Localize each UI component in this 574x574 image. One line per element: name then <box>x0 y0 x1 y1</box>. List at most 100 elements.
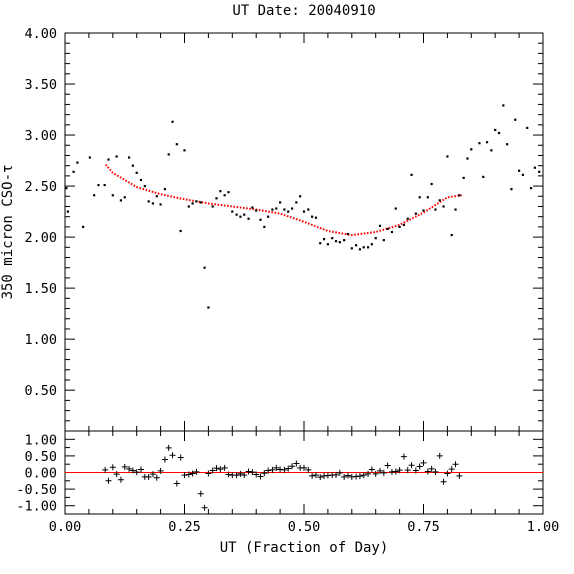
data-point <box>123 196 126 199</box>
residual-point <box>368 466 375 473</box>
residual-point <box>420 459 427 466</box>
residual-point <box>365 470 372 477</box>
data-point <box>203 266 206 269</box>
data-point <box>514 118 517 121</box>
data-point <box>267 215 270 218</box>
x-axis-label: UT (Fraction of Day) <box>220 540 389 556</box>
residual-point <box>392 468 399 475</box>
residual-point <box>312 472 319 479</box>
data-point <box>263 225 266 228</box>
data-point <box>302 210 306 213</box>
data-point <box>235 213 238 216</box>
data-point <box>346 232 350 236</box>
data-point <box>510 188 513 191</box>
residual-point <box>209 467 216 474</box>
data-point <box>243 213 246 216</box>
residual-y-tick-label: -0.50 <box>16 482 57 498</box>
data-point <box>97 183 100 187</box>
data-point <box>350 247 353 250</box>
residual-point <box>153 474 160 481</box>
x-tick-label: 1.00 <box>527 519 560 535</box>
residual-point <box>181 472 188 479</box>
data-point <box>386 227 389 231</box>
residual-point <box>197 490 204 497</box>
data-point <box>314 216 318 219</box>
data-point <box>163 188 167 191</box>
residual-point <box>189 470 196 477</box>
main-y-tick-label: 4.00 <box>24 26 57 42</box>
data-point <box>490 149 493 152</box>
residual-point <box>456 472 463 479</box>
residual-point <box>444 470 451 477</box>
data-point <box>430 182 433 186</box>
residual-point <box>317 474 324 481</box>
residual-point <box>404 467 411 474</box>
data-point <box>227 191 230 194</box>
residual-point <box>396 467 403 474</box>
residual-point <box>237 470 244 477</box>
residual-point <box>249 469 256 476</box>
data-point <box>191 202 194 205</box>
data-point <box>390 230 394 234</box>
main-y-tick-label: 0.50 <box>24 383 57 399</box>
main-ticks <box>65 32 543 432</box>
residual-point <box>384 462 391 469</box>
data-point <box>131 164 134 167</box>
x-tick-label: 0.00 <box>49 519 82 535</box>
data-point <box>111 194 114 197</box>
residual-point <box>217 466 224 473</box>
data-point <box>485 141 489 144</box>
residual-point <box>129 467 136 474</box>
residual-point <box>269 466 276 473</box>
fit-curve <box>104 163 462 237</box>
data-point <box>538 170 541 173</box>
residual-point <box>201 504 208 511</box>
data-point <box>343 239 346 242</box>
data-point <box>334 240 338 243</box>
residual-point <box>253 471 260 478</box>
residual-point <box>145 473 152 480</box>
residual-point <box>157 467 164 474</box>
data-point <box>275 207 278 210</box>
data-point <box>183 149 186 152</box>
residual-point <box>309 472 316 479</box>
data-point <box>290 207 294 210</box>
data-point <box>107 158 110 161</box>
residual-point <box>412 467 419 474</box>
residual-panel: 1.000.500.00-0.50-1.00 <box>16 430 544 515</box>
residual-point <box>102 466 109 473</box>
residual-point <box>265 467 272 474</box>
main-frame <box>64 32 544 432</box>
data-point <box>223 194 226 197</box>
data-point <box>175 143 178 146</box>
data-point <box>422 209 425 212</box>
x-tick-label: 0.25 <box>168 519 201 535</box>
data-point <box>295 201 298 204</box>
data-point <box>382 239 385 242</box>
data-point <box>355 244 358 247</box>
residual-point <box>233 472 240 479</box>
data-point <box>402 223 406 226</box>
residual-point <box>213 465 220 472</box>
data-point <box>283 208 286 211</box>
residual-point <box>416 463 423 470</box>
data-point <box>239 215 242 218</box>
data-point <box>450 233 453 237</box>
residual-point <box>380 469 387 476</box>
data-point <box>231 210 234 213</box>
residual-point <box>333 471 340 478</box>
data-point <box>470 148 473 151</box>
main-y-tick-label: 2.50 <box>24 179 57 195</box>
data-point <box>171 120 174 123</box>
residual-point <box>225 471 232 478</box>
data-point <box>307 208 310 211</box>
data-point <box>139 178 143 182</box>
data-point <box>279 201 282 204</box>
residual-point <box>257 473 264 480</box>
data-point <box>72 170 75 173</box>
residual-point <box>161 456 168 463</box>
residual-point <box>121 463 128 470</box>
residual-y-tick-label: 0.00 <box>24 466 57 482</box>
data-point <box>271 208 274 211</box>
data-point <box>502 104 505 107</box>
